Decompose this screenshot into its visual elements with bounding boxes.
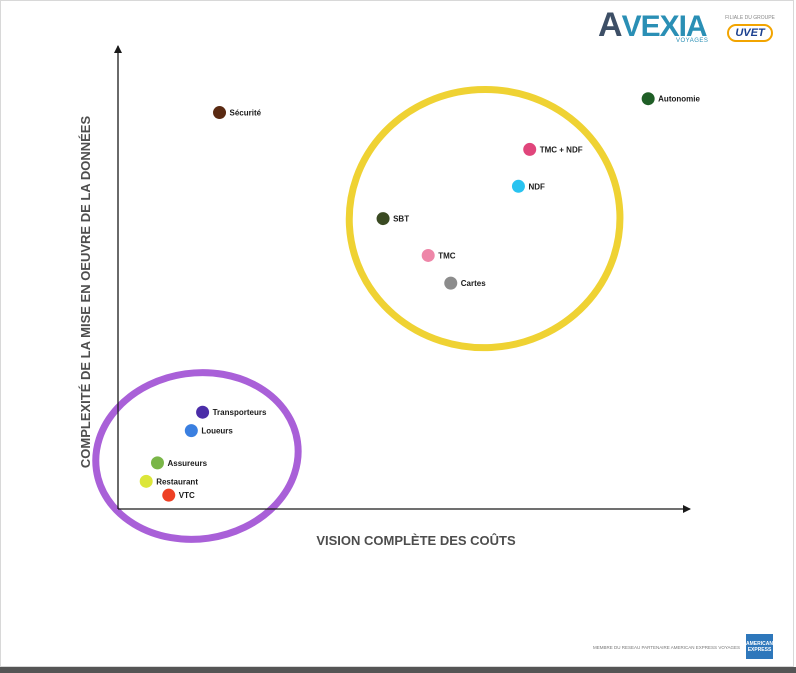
data-point-label: Assureurs: [167, 459, 207, 468]
data-point-label: Loueurs: [201, 427, 233, 436]
data-point-marker: [523, 142, 537, 156]
data-point-label: SBT: [393, 215, 409, 224]
data-point: TMC + NDF: [523, 142, 583, 156]
data-point: Restaurant: [139, 474, 198, 488]
data-point: Assureurs: [150, 456, 208, 470]
data-point-marker: [150, 456, 164, 470]
data-point: Loueurs: [184, 424, 233, 438]
data-point: Autonomie: [641, 92, 700, 106]
cluster-high-ellipse: [345, 85, 624, 352]
data-point-marker: [139, 474, 153, 488]
y-axis-title: COMPLEXITÉ DE LA MISE EN OEUVRE DE LA DO…: [78, 116, 93, 469]
data-point-label: Restaurant: [156, 477, 198, 486]
data-point: VTC: [162, 488, 195, 502]
avexia-logo-a: A: [598, 6, 623, 44]
footer-text: MEMBRE DU RESEAU PARTENAIRE AMERICAN EXP…: [592, 645, 740, 650]
avexia-logo-rest: VEXIA: [621, 10, 708, 43]
clusters-layer: [92, 85, 624, 543]
data-point-label: Transporteurs: [213, 408, 267, 417]
data-point-label: TMC: [438, 251, 456, 260]
data-point-label: NDF: [528, 182, 545, 191]
data-point: SBT: [376, 212, 409, 226]
data-point-label: Sécurité: [230, 109, 262, 118]
data-point-marker: [162, 488, 176, 502]
data-point-label: VTC: [179, 491, 195, 500]
data-point: NDF: [511, 179, 545, 193]
data-point-label: Autonomie: [658, 95, 700, 104]
data-point-marker: [511, 179, 525, 193]
data-point-label: TMC + NDF: [540, 145, 583, 154]
x-axis-title: VISION COMPLÈTE DES COÛTS: [316, 533, 516, 548]
data-point-marker: [444, 276, 458, 290]
subsidiary-text: FILIALE DU GROUPE: [725, 15, 775, 21]
data-point-marker: [213, 106, 227, 120]
bottom-bar: [0, 667, 796, 673]
data-point: TMC: [421, 248, 456, 262]
avexia-logo-sub: VOYAGES: [676, 38, 709, 44]
data-point-label: Cartes: [461, 279, 486, 288]
data-point: Transporteurs: [196, 405, 267, 419]
data-point-marker: [641, 92, 655, 106]
data-point-marker: [421, 248, 435, 262]
points-layer: Sécurité Autonomie TMC + NDF NDF SBT TMC Carte…: [139, 92, 700, 502]
data-point-marker: [376, 212, 390, 226]
uvet-logo: UVET: [727, 24, 773, 42]
subsidiary-block: FILIALE DU GROUPE UVET: [722, 15, 778, 42]
amex-logo: AMERICAN EXPRESS: [746, 634, 773, 659]
data-point-marker: [196, 405, 210, 419]
avexia-logo: AVEXIA VOYAGES: [598, 8, 709, 50]
data-point: Sécurité: [213, 106, 262, 120]
data-point-marker: [184, 424, 198, 438]
avexia-wordmark: AVEXIA: [598, 8, 708, 43]
data-point: Cartes: [444, 276, 486, 290]
cluster-low-ellipse: [92, 369, 302, 543]
